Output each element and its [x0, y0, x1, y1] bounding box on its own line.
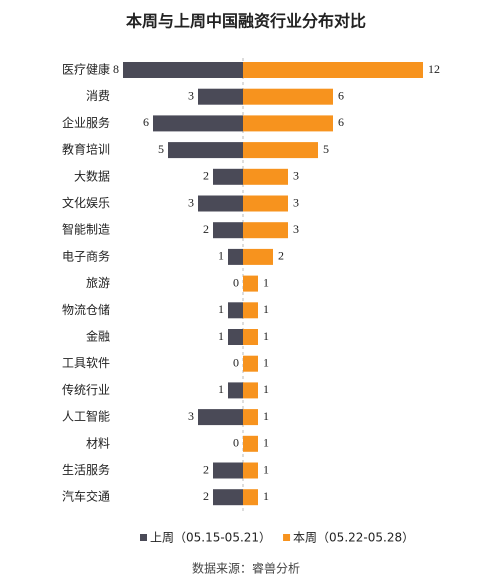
value-label: 1	[263, 409, 269, 423]
category-label: 旅游	[86, 276, 110, 290]
bar	[243, 222, 288, 239]
category-label: 文化娱乐	[62, 195, 110, 210]
value-label: 1	[263, 355, 269, 369]
category-label: 传统行业	[62, 382, 110, 397]
category-label: 材料	[86, 436, 110, 450]
category-label: 物流仓储	[62, 302, 110, 317]
bar	[243, 355, 258, 372]
bar	[243, 409, 258, 426]
value-label: 1	[263, 462, 269, 476]
bar	[153, 115, 243, 132]
bar	[243, 435, 258, 452]
value-label: 5	[158, 142, 164, 156]
category-label: 人工智能	[62, 409, 110, 424]
bar	[243, 168, 288, 185]
value-label: 1	[263, 302, 269, 316]
bar	[123, 62, 243, 78]
bar	[213, 462, 243, 479]
bar	[243, 382, 258, 399]
value-label: 2	[203, 462, 209, 476]
value-label: 1	[218, 382, 224, 396]
value-label: 1	[263, 489, 269, 503]
value-label: 2	[203, 169, 209, 183]
value-label: 1	[218, 329, 224, 343]
bar	[243, 195, 288, 212]
value-label: 3	[188, 88, 194, 102]
bar	[228, 382, 243, 399]
bar	[243, 248, 273, 265]
value-label: 1	[263, 329, 269, 343]
category-label: 工具软件	[62, 356, 110, 370]
value-label: 3	[293, 169, 299, 183]
value-label: 1	[263, 275, 269, 289]
category-label: 智能制造	[62, 222, 110, 237]
bar	[243, 62, 423, 78]
value-label: 6	[338, 88, 344, 102]
bar	[213, 222, 243, 239]
value-label: 5	[323, 142, 329, 156]
bar	[243, 275, 258, 292]
bar	[228, 302, 243, 319]
bar	[198, 409, 243, 426]
chart-title: 本周与上周中国融资行业分布对比	[126, 12, 366, 31]
value-label: 0	[233, 436, 239, 450]
bar	[198, 88, 243, 105]
bar	[243, 462, 258, 479]
value-label: 0	[233, 275, 239, 289]
value-label: 3	[293, 195, 299, 209]
bar	[243, 329, 258, 345]
value-label: 0	[233, 355, 239, 369]
bar	[168, 142, 243, 159]
value-label: 2	[278, 249, 284, 263]
category-label: 生活服务	[62, 462, 110, 477]
value-label: 6	[338, 115, 344, 129]
bar	[243, 142, 318, 159]
category-label: 电子商务	[62, 248, 110, 263]
category-label: 消费	[86, 89, 110, 103]
legend-swatch	[283, 534, 291, 541]
value-label: 3	[293, 222, 299, 236]
bar	[198, 195, 243, 212]
bar	[228, 329, 243, 345]
value-label: 12	[428, 62, 440, 76]
bar	[243, 302, 258, 319]
legend-label: 上周（05.15-05.21）	[150, 531, 271, 545]
bar	[228, 248, 243, 265]
value-label: 6	[143, 115, 149, 129]
value-label: 2	[203, 489, 209, 503]
value-label: 3	[188, 195, 194, 209]
bar	[243, 88, 333, 105]
category-label: 企业服务	[62, 115, 110, 130]
bar	[213, 489, 243, 506]
bar	[213, 168, 243, 185]
value-label: 1	[218, 302, 224, 316]
legend-label: 本周（05.22-05.28）	[293, 531, 414, 545]
source-note: 数据来源：睿兽分析	[192, 561, 300, 576]
value-label: 1	[263, 382, 269, 396]
value-label: 1	[263, 436, 269, 450]
value-label: 8	[113, 62, 119, 76]
value-label: 1	[218, 249, 224, 263]
category-label: 医疗健康	[62, 62, 110, 77]
value-label: 3	[188, 409, 194, 423]
bar	[243, 489, 258, 506]
category-label: 教育培训	[62, 142, 110, 157]
category-label: 金融	[86, 329, 110, 344]
legend-swatch	[140, 534, 147, 541]
bar	[243, 115, 333, 132]
value-label: 2	[203, 222, 209, 236]
category-label: 大数据	[74, 168, 110, 183]
category-label: 汽车交通	[62, 489, 110, 504]
